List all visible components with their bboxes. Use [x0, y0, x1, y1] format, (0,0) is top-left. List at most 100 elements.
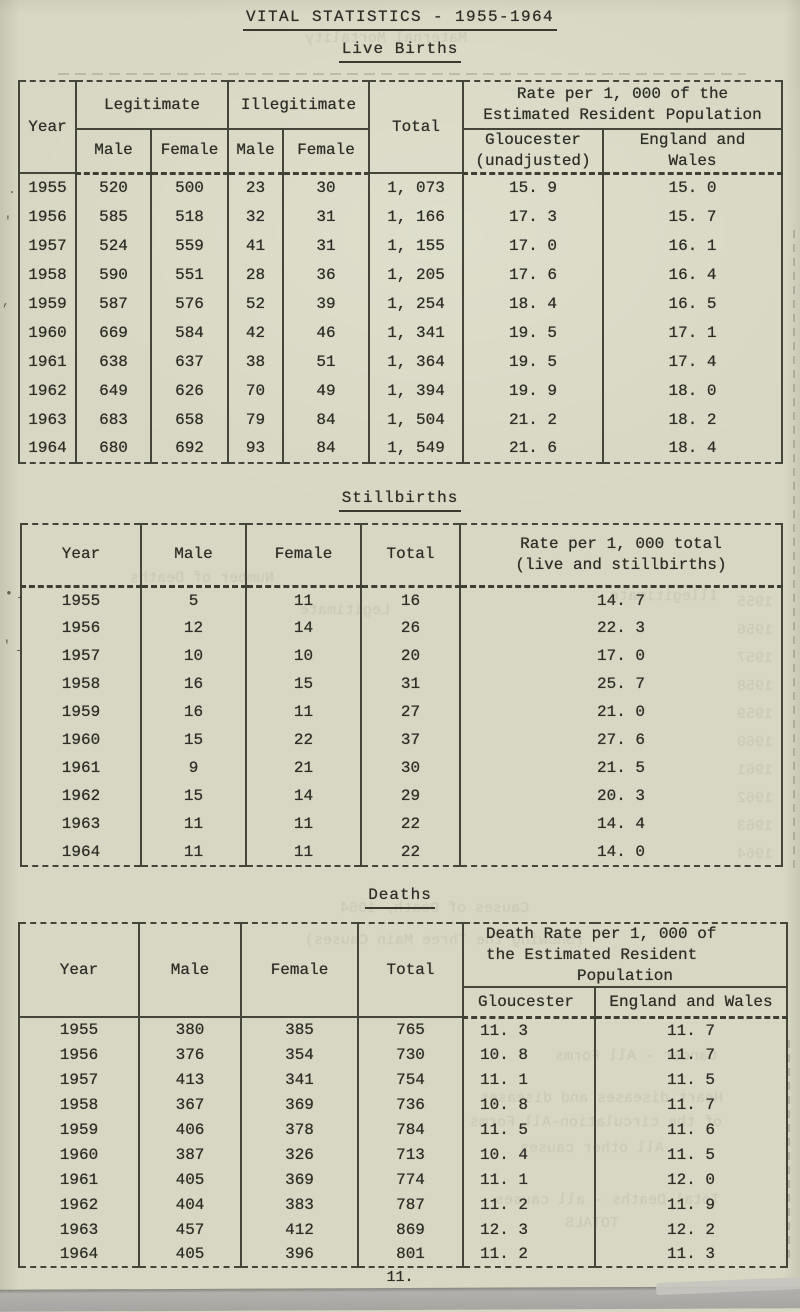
bleed-through-text: Maternal Mortality [305, 30, 468, 47]
cell-female: 11 [245, 810, 362, 838]
cell-leg_m: 638 [75, 347, 152, 377]
cell-total: 730 [357, 1042, 464, 1068]
cell-leg_f: 559 [149, 231, 230, 261]
deaths-title-text: Deaths [365, 886, 435, 909]
table-row: 1955 5 11 16 14. 7 [20, 586, 783, 614]
cell-total: 20 [360, 642, 461, 670]
cell-ill_m: 79 [227, 405, 285, 435]
table-row: 1964 11 11 22 14. 0 [20, 838, 783, 866]
table-row: 1960 669 584 42 46 1, 341 19. 5 17. 1 [18, 318, 784, 348]
live-births-section-title: Live Births [0, 40, 800, 63]
sb-header-female: Female [245, 524, 362, 588]
scan-artifact-mark: ' [4, 214, 12, 229]
cell-male: 387 [138, 1142, 242, 1168]
cell-year: 1960 [18, 318, 77, 348]
cell-leg_f: 518 [149, 202, 230, 232]
cell-rate: 27. 6 [459, 726, 783, 754]
d-header-male: Male [138, 923, 242, 1019]
cell-year: 1958 [18, 1092, 140, 1118]
cell-female: 22 [245, 726, 362, 754]
table-row: 1962 649 626 70 49 1, 394 19. 9 18. 0 [18, 376, 784, 406]
cell-year: 1962 [20, 782, 142, 810]
deaths-body: 1955 380 385 765 11. 3 11. 7 1956 376 354 730 10. … [18, 1017, 788, 1268]
deaths-header: Year Male Female Total Death Rate per 1,… [18, 923, 788, 1019]
cell-glos: 11. 1 [462, 1167, 596, 1193]
cell-year: 1961 [18, 347, 77, 377]
lb-header-illegitimate: Illegitimate [227, 81, 371, 130]
cell-female: 14 [245, 782, 362, 810]
cell-year: 1964 [20, 838, 142, 866]
lb-header-leg-male: Male [75, 127, 152, 175]
table-row: 1957 10 10 20 17. 0 [20, 642, 783, 670]
cell-year: 1959 [18, 289, 77, 319]
cell-total: 801 [357, 1242, 464, 1268]
lb-header-gloucester: Gloucester (unadjusted) [462, 127, 605, 175]
document-title: VITAL STATISTICS - 1955-1964 [0, 8, 800, 31]
cell-female: 11 [245, 698, 362, 726]
cell-glos: 11. 2 [462, 1192, 596, 1218]
cell-leg_f: 692 [149, 434, 230, 464]
bleed-through-line [793, 230, 795, 870]
lb-header-leg-female: Female [149, 127, 230, 175]
table-row: 1961 9 21 30 21. 5 [20, 754, 783, 782]
lb-header-legitimate: Legitimate [74, 81, 230, 130]
table-row: 1957 413 341 754 11. 1 11. 5 [18, 1067, 788, 1093]
d-rate-line3: Population [576, 966, 673, 985]
cell-male: 380 [138, 1017, 242, 1043]
cell-ew: 17. 4 [602, 347, 784, 377]
cell-ill_m: 23 [227, 173, 285, 203]
lb-gloucester-line2: (unadjusted) [475, 151, 591, 170]
cell-leg_m: 590 [75, 260, 152, 290]
table-row: 1956 585 518 32 31 1, 166 17. 3 15. 7 [18, 202, 784, 232]
cell-total: 26 [360, 614, 461, 642]
cell-ew: 16. 4 [602, 260, 784, 290]
cell-leg_f: 637 [149, 347, 230, 377]
d-header-year: Year [18, 923, 140, 1019]
cell-ill_m: 42 [227, 318, 285, 348]
scan-artifact-mark: . [8, 182, 16, 197]
d-header-female: Female [240, 923, 359, 1019]
cell-ew: 12. 0 [594, 1167, 788, 1193]
cell-ew: 16. 5 [602, 289, 784, 319]
cell-leg_m: 649 [75, 376, 152, 406]
cell-ill_f: 49 [282, 376, 371, 406]
cell-ew: 11. 7 [594, 1092, 788, 1118]
cell-rate: 20. 3 [459, 782, 783, 810]
d-header-england: England and Wales [594, 986, 788, 1019]
cell-female: 412 [240, 1217, 359, 1243]
cell-year: 1963 [20, 810, 142, 838]
cell-year: 1960 [20, 726, 142, 754]
cell-rate: 21. 5 [459, 754, 783, 782]
scan-artifact-mark: - [15, 643, 23, 658]
cell-ew: 15. 7 [602, 202, 784, 232]
cell-glos: 19. 9 [462, 376, 605, 406]
scan-artifact-mark: ' [3, 638, 11, 653]
d-header-rate-group: Death Rate per 1, 000 of the Estimated R… [462, 923, 788, 989]
lb-header-rate-group: Rate per 1, 000 of the Estimated Residen… [462, 81, 784, 130]
cell-total: 713 [357, 1142, 464, 1168]
cell-total: 1, 205 [368, 260, 465, 290]
lb-england-line2: Wales [668, 151, 717, 170]
cell-male: 376 [138, 1042, 242, 1068]
cell-glos: 21. 6 [462, 434, 605, 464]
cell-leg_f: 584 [149, 318, 230, 348]
cell-year: 1956 [20, 614, 142, 642]
scan-artifact-mark: • [5, 586, 13, 601]
cell-ill_m: 70 [227, 376, 285, 406]
cell-male: 11 [140, 810, 247, 838]
cell-glos: 19. 5 [462, 347, 605, 377]
lb-header-total: Total [368, 81, 465, 175]
lb-header-england: England and Wales [602, 127, 784, 175]
sb-rate-line2: (live and stillbirths) [515, 555, 727, 574]
sb-header-total: Total [360, 524, 461, 588]
lb-header-ill-male: Male [227, 127, 285, 175]
table-row: 1960 387 326 713 10. 4 11. 5 [18, 1142, 788, 1168]
cell-ew: 11. 5 [594, 1067, 788, 1093]
cell-male: 16 [140, 670, 247, 698]
cell-year: 1962 [18, 376, 77, 406]
lb-rate-line1: Rate per 1, 000 of the [516, 85, 729, 104]
table-row: 1962 15 14 29 20. 3 [20, 782, 783, 810]
cell-ew: 11. 7 [594, 1042, 788, 1068]
cell-leg_m: 520 [75, 173, 152, 203]
page-number: 11. [0, 1269, 800, 1286]
